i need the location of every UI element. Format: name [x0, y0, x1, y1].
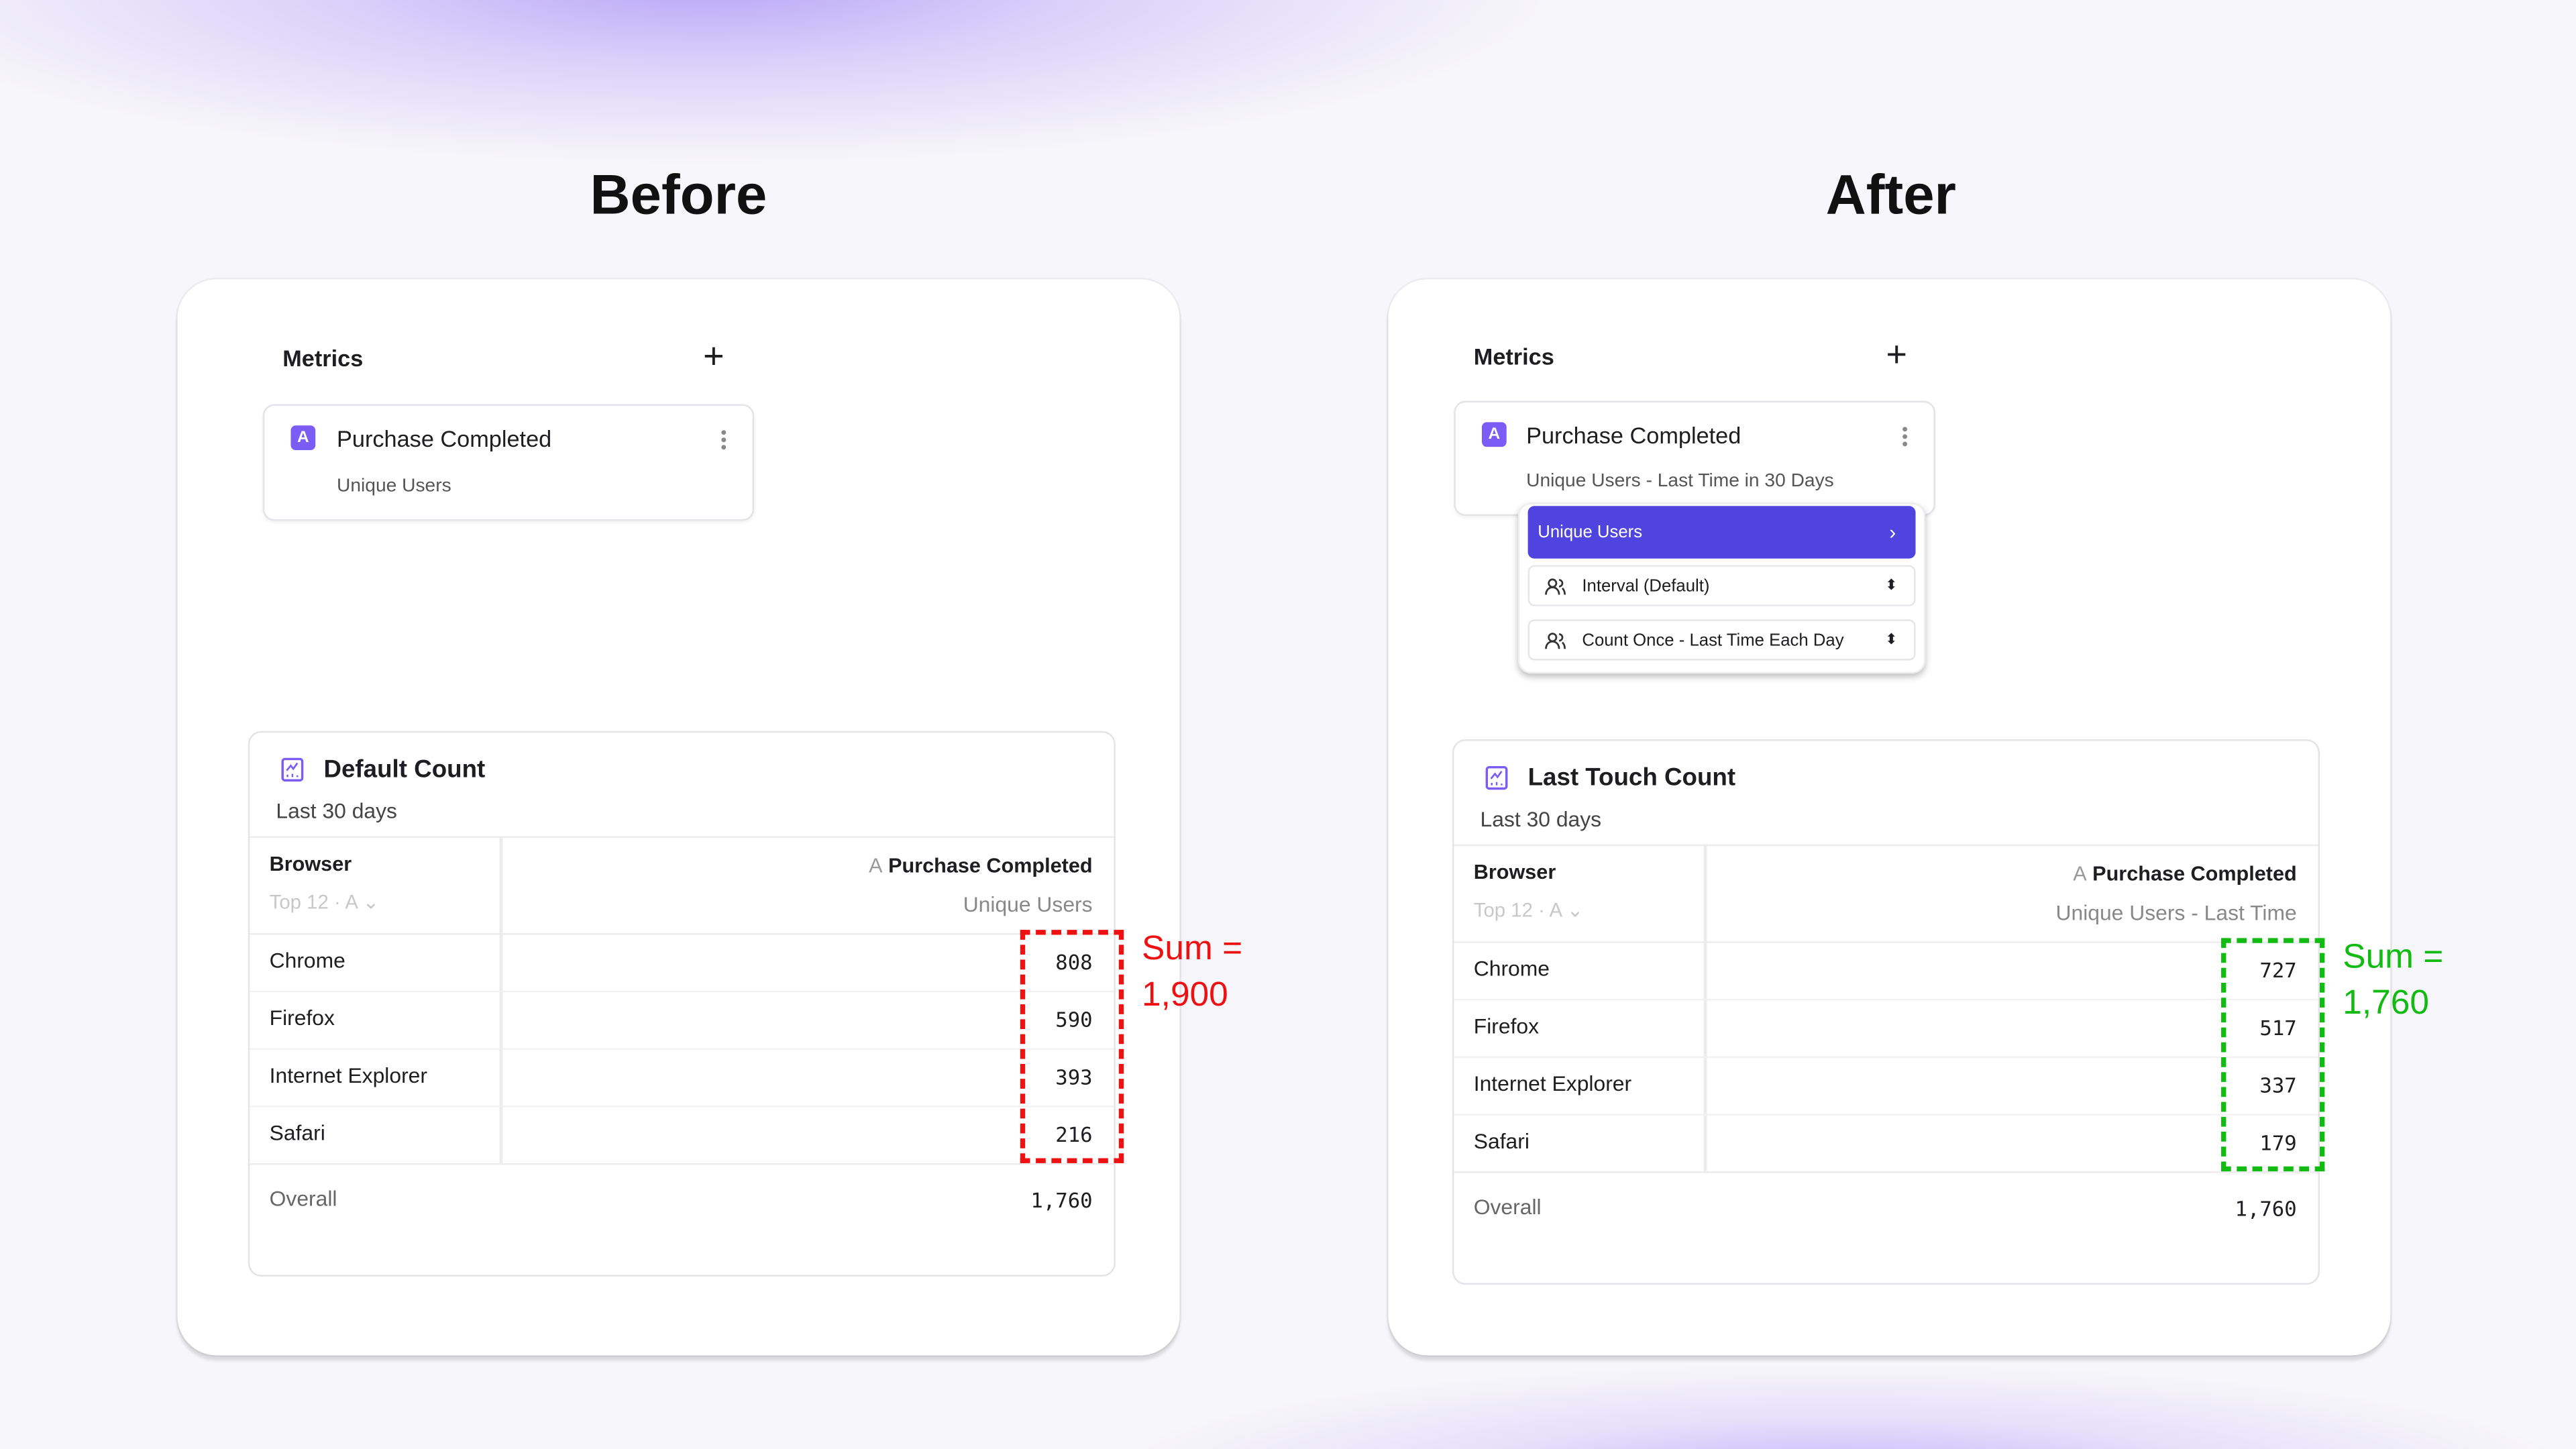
overall-label: Overall [269, 1186, 337, 1211]
plus-icon[interactable]: + [1886, 333, 1907, 375]
row-value: 216 [1055, 1122, 1093, 1147]
row-label: Firefox [269, 1005, 335, 1030]
menu-item-label: Unique Users [1538, 522, 1643, 543]
table-subtitle: Last 30 days [276, 798, 397, 823]
metric-title: Purchase Completed [1526, 422, 1741, 449]
metric-card[interactable]: A Purchase Completed Unique Users - Last… [1454, 400, 1935, 516]
row-value: 727 [2259, 957, 2297, 983]
after-sum-annotation: Sum = 1,760 [2343, 934, 2443, 1026]
after-highlight-box [2221, 938, 2325, 1172]
metric-badge: A [1481, 422, 1507, 447]
users-icon [1545, 578, 1566, 595]
sum-label: Sum = [1142, 930, 1243, 968]
kebab-menu-icon[interactable] [721, 429, 727, 451]
metric-card[interactable]: A Purchase Completed Unique Users [262, 404, 755, 521]
column-badge: A [869, 854, 883, 877]
count-once-select[interactable]: Count Once - Last Time Each Day ⬍ [1527, 619, 1916, 661]
metric-badge: A [290, 425, 316, 451]
up-down-chevron-icon: ⬍ [1885, 576, 1898, 594]
metric-subtitle: Unique Users - Last Time in 30 Days [1526, 471, 1834, 492]
chevron-right-icon: › [1889, 521, 1896, 544]
overall-value: 1,760 [1030, 1187, 1093, 1213]
unique-users-menu-item[interactable]: Unique Users › [1527, 506, 1916, 559]
up-down-chevron-icon: ⬍ [1885, 631, 1898, 647]
select-value: Count Once - Last Time Each Day [1582, 630, 1844, 650]
column-badge: A [2073, 862, 2087, 886]
row-label: Internet Explorer [1473, 1071, 1632, 1096]
sum-label: Sum = [2343, 938, 2444, 976]
row-label: Internet Explorer [269, 1063, 428, 1088]
row-value: 808 [1055, 949, 1093, 975]
column-title: Purchase Completed [888, 854, 1093, 877]
sum-value: 1,900 [1142, 975, 1228, 1014]
row-label: Safari [1473, 1128, 1529, 1154]
column-title: Purchase Completed [2092, 862, 2297, 886]
metrics-label: Metrics [282, 345, 364, 372]
table-title: Default Count [323, 755, 486, 784]
row-label: Chrome [269, 948, 345, 973]
row-value: 179 [2259, 1130, 2297, 1155]
row-value: 393 [1055, 1064, 1093, 1089]
after-panel: Metrics + A Purchase Completed Unique Us… [1388, 279, 2391, 1356]
row-label: Firefox [1473, 1014, 1540, 1038]
row-value: 590 [1055, 1007, 1093, 1032]
top-n-selector[interactable]: Top 12 · A ⌄ [1473, 898, 1584, 922]
before-heading: Before [590, 164, 767, 227]
users-icon [1545, 633, 1566, 649]
row-label: Chrome [1473, 956, 1550, 981]
metric-title: Purchase Completed [337, 425, 552, 452]
metrics-label: Metrics [1473, 343, 1554, 370]
chart-icon [281, 757, 304, 782]
after-heading: After [1825, 164, 1956, 227]
interval-select[interactable]: Interval (Default) ⬍ [1527, 565, 1916, 606]
sum-value: 1,760 [2343, 983, 2429, 1022]
before-panel: Metrics + A Purchase Completed Unique Us… [177, 279, 1180, 1356]
overall-value: 1,760 [2235, 1195, 2297, 1221]
overall-label: Overall [1473, 1194, 1542, 1220]
row-value: 337 [2259, 1073, 2297, 1097]
row-value: 517 [2259, 1015, 2297, 1040]
plus-icon[interactable]: + [703, 335, 724, 376]
select-value: Interval (Default) [1582, 576, 1710, 596]
counting-method-popup: Unique Users › Interval (Default) ⬍ Count … [1517, 502, 1926, 674]
row-label: Safari [269, 1120, 325, 1145]
metric-column-header[interactable]: A Purchase Completed [2073, 863, 2296, 885]
before-sum-annotation: Sum = 1,900 [1142, 926, 1242, 1018]
before-highlight-box [1020, 930, 1124, 1163]
metric-column-subtitle: Unique Users - Last Time [2055, 900, 2297, 925]
chart-icon [1485, 765, 1508, 790]
metric-column-subtitle: Unique Users [963, 892, 1093, 917]
results-table-card: Last Touch Count Last 30 days Browser To… [1452, 739, 2320, 1285]
table-subtitle: Last 30 days [1480, 806, 1602, 832]
browser-column-header[interactable]: Browser [1473, 861, 1556, 884]
metric-column-header[interactable]: A Purchase Completed [869, 854, 1092, 877]
table-title: Last Touch Count [1527, 763, 1736, 792]
top-n-selector[interactable]: Top 12 · A ⌄ [269, 890, 380, 914]
metric-subtitle: Unique Users [337, 476, 451, 496]
results-table-card: Default Count Last 30 days Browser Top 1… [248, 731, 1116, 1277]
kebab-menu-icon[interactable] [1902, 425, 1908, 447]
browser-column-header[interactable]: Browser [269, 853, 352, 876]
